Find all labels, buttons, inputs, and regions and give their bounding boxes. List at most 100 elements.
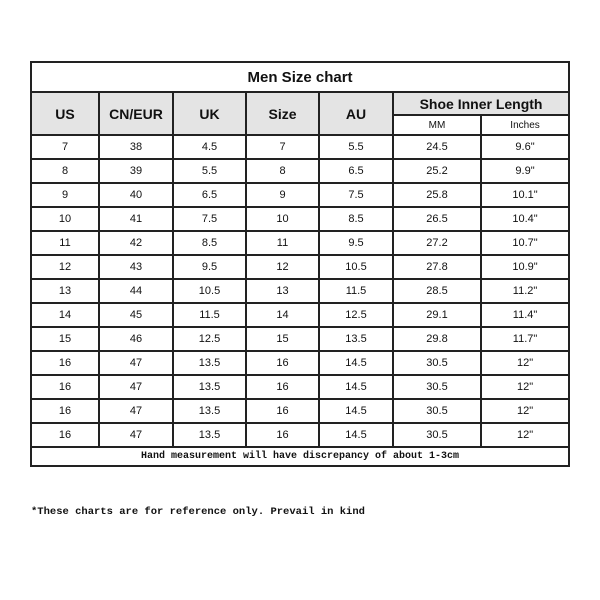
cell-uk: 6.5	[172, 182, 247, 208]
cell-inches: 10.7"	[479, 230, 571, 256]
cell-au: 10.5	[318, 254, 394, 280]
cell-inches: 10.1"	[479, 182, 571, 208]
cell-size: 12	[245, 254, 320, 280]
cell-size: 11	[245, 230, 320, 256]
cell-inches: 10.9"	[479, 254, 571, 280]
cell-size: 7	[245, 134, 320, 160]
cell-us: 14	[30, 302, 100, 328]
cell-cn-eur: 46	[98, 326, 174, 352]
cell-au: 9.5	[318, 230, 394, 256]
cell-cn-eur: 47	[98, 374, 174, 400]
header-au: AU	[318, 91, 394, 136]
chart-title: Men Size chart	[29, 61, 571, 93]
cell-uk: 4.5	[172, 134, 247, 160]
table-row: 16 47 13.5 16 14.5 30.5 12"	[30, 350, 571, 376]
cell-cn-eur: 47	[98, 422, 174, 448]
cell-cn-eur: 38	[98, 134, 174, 160]
cell-cn-eur: 40	[98, 182, 174, 208]
cell-au: 13.5	[318, 326, 394, 352]
cell-uk: 8.5	[172, 230, 247, 256]
cell-inches: 12"	[479, 398, 571, 424]
header-mm: MM	[392, 114, 482, 136]
cell-uk: 13.5	[172, 350, 247, 376]
cell-au: 5.5	[318, 134, 394, 160]
cell-mm: 25.2	[392, 158, 482, 184]
cell-us: 13	[30, 278, 100, 304]
cell-inches: 12"	[479, 422, 571, 448]
reference-note: *These charts are for reference only. Pr…	[31, 506, 365, 518]
cell-size: 16	[245, 398, 320, 424]
cell-uk: 11.5	[172, 302, 247, 328]
table-row: 15 46 12.5 15 13.5 29.8 11.7"	[30, 326, 571, 352]
cell-mm: 28.5	[392, 278, 482, 304]
cell-cn-eur: 44	[98, 278, 174, 304]
cell-us: 11	[30, 230, 100, 256]
cell-mm: 30.5	[392, 422, 482, 448]
cell-mm: 30.5	[392, 398, 482, 424]
cell-mm: 27.8	[392, 254, 482, 280]
cell-inches: 9.6"	[479, 134, 571, 160]
cell-inches: 12"	[479, 374, 571, 400]
table-row: 12 43 9.5 12 10.5 27.8 10.9"	[30, 254, 571, 280]
cell-au: 8.5	[318, 206, 394, 232]
cell-us: 16	[30, 422, 100, 448]
cell-us: 16	[30, 350, 100, 376]
cell-au: 6.5	[318, 158, 394, 184]
cell-mm: 25.8	[392, 182, 482, 208]
cell-inches: 12"	[479, 350, 571, 376]
cell-us: 7	[30, 134, 100, 160]
cell-cn-eur: 47	[98, 350, 174, 376]
cell-size: 9	[245, 182, 320, 208]
cell-us: 16	[30, 374, 100, 400]
cell-au: 12.5	[318, 302, 394, 328]
cell-inches: 11.2"	[479, 278, 571, 304]
cell-size: 16	[245, 422, 320, 448]
cell-au: 14.5	[318, 398, 394, 424]
cell-size: 16	[245, 350, 320, 376]
cell-inches: 9.9"	[479, 158, 571, 184]
cell-cn-eur: 39	[98, 158, 174, 184]
table-row: 7 38 4.5 7 5.5 24.5 9.6"	[30, 134, 571, 160]
cell-size: 10	[245, 206, 320, 232]
cell-au: 11.5	[318, 278, 394, 304]
table-row: 16 47 13.5 16 14.5 30.5 12"	[30, 374, 571, 400]
header-shoe-inner-length: Shoe Inner Length	[391, 91, 571, 116]
cell-us: 16	[30, 398, 100, 424]
cell-au: 14.5	[318, 374, 394, 400]
cell-mm: 30.5	[392, 374, 482, 400]
table-row: 10 41 7.5 10 8.5 26.5 10.4"	[30, 206, 571, 232]
cell-mm: 29.1	[392, 302, 482, 328]
header-size: Size	[245, 91, 320, 136]
cell-mm: 26.5	[392, 206, 482, 232]
cell-mm: 27.2	[392, 230, 482, 256]
cell-us: 9	[30, 182, 100, 208]
measurement-footer: Hand measurement will have discrepancy o…	[29, 446, 571, 467]
cell-size: 13	[245, 278, 320, 304]
cell-uk: 13.5	[172, 422, 247, 448]
cell-us: 10	[30, 206, 100, 232]
cell-uk: 7.5	[172, 206, 247, 232]
cell-uk: 10.5	[172, 278, 247, 304]
cell-uk: 13.5	[172, 374, 247, 400]
cell-cn-eur: 41	[98, 206, 174, 232]
cell-cn-eur: 45	[98, 302, 174, 328]
cell-mm: 24.5	[392, 134, 482, 160]
table-row: 9 40 6.5 9 7.5 25.8 10.1"	[30, 182, 571, 208]
cell-size: 16	[245, 374, 320, 400]
cell-cn-eur: 43	[98, 254, 174, 280]
header-us: US	[30, 91, 100, 136]
cell-inches: 11.4"	[479, 302, 571, 328]
table-row: 8 39 5.5 8 6.5 25.2 9.9"	[30, 158, 571, 184]
cell-inches: 11.7"	[479, 326, 571, 352]
cell-au: 14.5	[318, 422, 394, 448]
cell-inches: 10.4"	[479, 206, 571, 232]
table-row: 11 42 8.5 11 9.5 27.2 10.7"	[30, 230, 571, 256]
cell-mm: 29.8	[392, 326, 482, 352]
cell-size: 8	[245, 158, 320, 184]
table-row: 16 47 13.5 16 14.5 30.5 12"	[30, 398, 571, 424]
cell-cn-eur: 42	[98, 230, 174, 256]
cell-uk: 5.5	[172, 158, 247, 184]
table-row: 13 44 10.5 13 11.5 28.5 11.2"	[30, 278, 571, 304]
cell-uk: 9.5	[172, 254, 247, 280]
cell-size: 14	[245, 302, 320, 328]
